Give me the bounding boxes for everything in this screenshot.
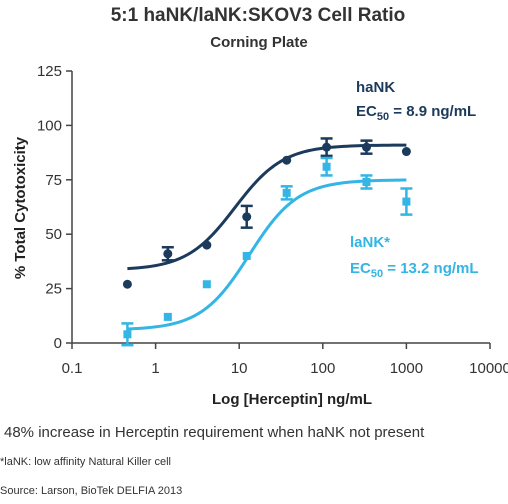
x-tick-label: 1 xyxy=(151,360,159,377)
series-label-lank: laNK* xyxy=(350,234,390,251)
data-point-lank xyxy=(202,280,211,289)
ec50-hank-sub: 50 xyxy=(377,111,389,123)
x-axis-label: Log [Herceptin] ng/mL xyxy=(212,391,372,408)
x-tick-label: 10 xyxy=(231,360,248,377)
y-axis-label: % Total Cytotoxicity xyxy=(12,136,29,279)
data-point-hank xyxy=(322,142,332,152)
data-point-hank xyxy=(242,212,252,222)
ec50-lank-sub: 50 xyxy=(371,268,383,280)
x-tick-label: 1000 xyxy=(390,360,423,377)
data-point-lank xyxy=(322,162,331,171)
fit-curve-hank xyxy=(127,143,407,271)
ec50-hank-value: = 8.9 ng/mL xyxy=(389,103,476,120)
chart: 5:1 haNK/laNK:SKOV3 Cell Ratio Corning P… xyxy=(12,5,508,408)
data-point-hank xyxy=(282,155,292,165)
axes xyxy=(71,71,490,344)
data-point-lank xyxy=(282,188,291,197)
ticks: 0.1 1 10 100 1000 10000 0 25 50 75 100 125 xyxy=(37,63,508,377)
ec50-hank: EC50 = 8.9 ng/mL xyxy=(356,103,476,123)
note-source: Source: Larson, BioTek DELFIA 2013 xyxy=(0,485,183,497)
data-point-lank xyxy=(362,177,371,186)
data-point-hank xyxy=(122,279,132,289)
data-point-lank xyxy=(402,197,411,206)
ec50-hank-ec: EC xyxy=(356,103,377,120)
ec50-lank-value: = 13.2 ng/mL xyxy=(383,260,478,277)
chart-title: 5:1 haNK/laNK:SKOV3 Cell Ratio xyxy=(111,5,406,26)
x-tick-label: 0.1 xyxy=(62,360,83,377)
data-point-hank xyxy=(163,249,173,259)
chart-subtitle: Corning Plate xyxy=(210,34,308,51)
note-footnote: *laNK: low affinity Natural Killer cell xyxy=(0,456,171,468)
data-point-lank xyxy=(163,312,172,321)
ec50-lank-ec: EC xyxy=(350,260,371,277)
fit-curve-lank xyxy=(127,178,407,331)
y-tick-label: 100 xyxy=(37,117,62,134)
note-main: 48% increase in Herceptin requirement wh… xyxy=(4,424,425,441)
data-point-lank xyxy=(242,251,251,260)
x-tick-label: 10000 xyxy=(469,360,508,377)
y-tick-label: 0 xyxy=(54,335,62,352)
data-point-hank xyxy=(361,142,371,152)
fit-curves xyxy=(127,143,407,331)
data-point-lank xyxy=(123,330,132,339)
y-tick-label: 25 xyxy=(45,281,62,298)
data-point-hank xyxy=(401,147,411,157)
data-marks xyxy=(121,137,413,347)
data-point-hank xyxy=(202,240,212,250)
y-tick-label: 50 xyxy=(45,226,62,243)
ec50-lank: EC50 = 13.2 ng/mL xyxy=(350,260,479,280)
x-tick-label: 100 xyxy=(310,360,335,377)
y-tick-label: 125 xyxy=(37,63,62,80)
series-label-hank: haNK xyxy=(356,79,395,96)
y-tick-label: 75 xyxy=(45,172,62,189)
